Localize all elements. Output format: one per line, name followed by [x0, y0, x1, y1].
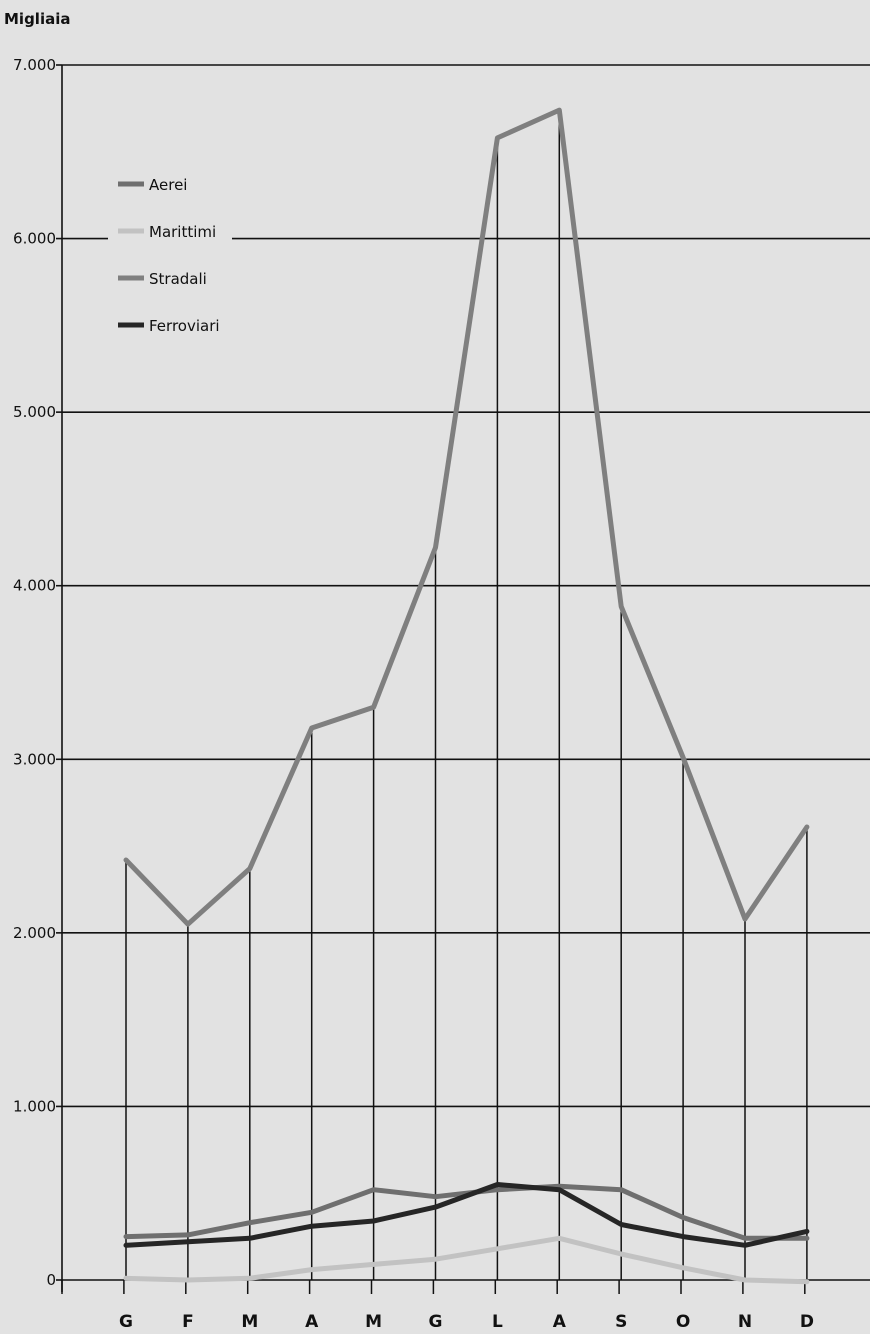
y-tick-label: 1.000 — [13, 1097, 56, 1115]
series-line-marittimi — [123, 1235, 810, 1285]
x-tick-label: A — [305, 1312, 319, 1332]
x-tick-label: G — [119, 1312, 133, 1332]
series-lines — [123, 107, 810, 1285]
x-tick-label: G — [429, 1312, 443, 1332]
y-axis: 0 1.000 2.000 3.000 4.000 5.000 6.000 7.000 — [13, 56, 63, 1292]
y-tick-label: 4.000 — [13, 577, 56, 595]
x-tick-label: L — [492, 1312, 503, 1332]
legend: Aerei Marittimi Stradali Ferroviari — [108, 160, 232, 345]
legend-label: Aerei — [149, 176, 187, 194]
x-tick-label: O — [676, 1312, 690, 1332]
x-tick-label: S — [615, 1312, 627, 1332]
legend-label: Marittimi — [149, 223, 216, 241]
series-line-ferroviari — [123, 1182, 810, 1248]
y-tick-label: 6.000 — [13, 230, 56, 248]
legend-label: Stradali — [149, 270, 207, 288]
series-line-stradali — [123, 107, 810, 927]
y-tick-label: 0 — [46, 1271, 56, 1289]
legend-background — [108, 160, 232, 345]
x-tick-label: N — [738, 1312, 752, 1332]
x-tick-label: M — [241, 1312, 258, 1332]
y-tick-label: 3.000 — [13, 750, 56, 768]
grid — [62, 64, 870, 1281]
y-axis-label: Migliaia — [4, 10, 70, 28]
y-tick-label: 5.000 — [13, 403, 56, 421]
x-tick-label: D — [800, 1312, 814, 1332]
x-tick-label: A — [553, 1312, 567, 1332]
x-tick-label: F — [182, 1312, 194, 1332]
x-tick-label: M — [365, 1312, 382, 1332]
legend-label: Ferroviari — [149, 317, 220, 335]
y-tick-label: 2.000 — [13, 924, 56, 942]
y-tick-label: 7.000 — [13, 56, 56, 74]
